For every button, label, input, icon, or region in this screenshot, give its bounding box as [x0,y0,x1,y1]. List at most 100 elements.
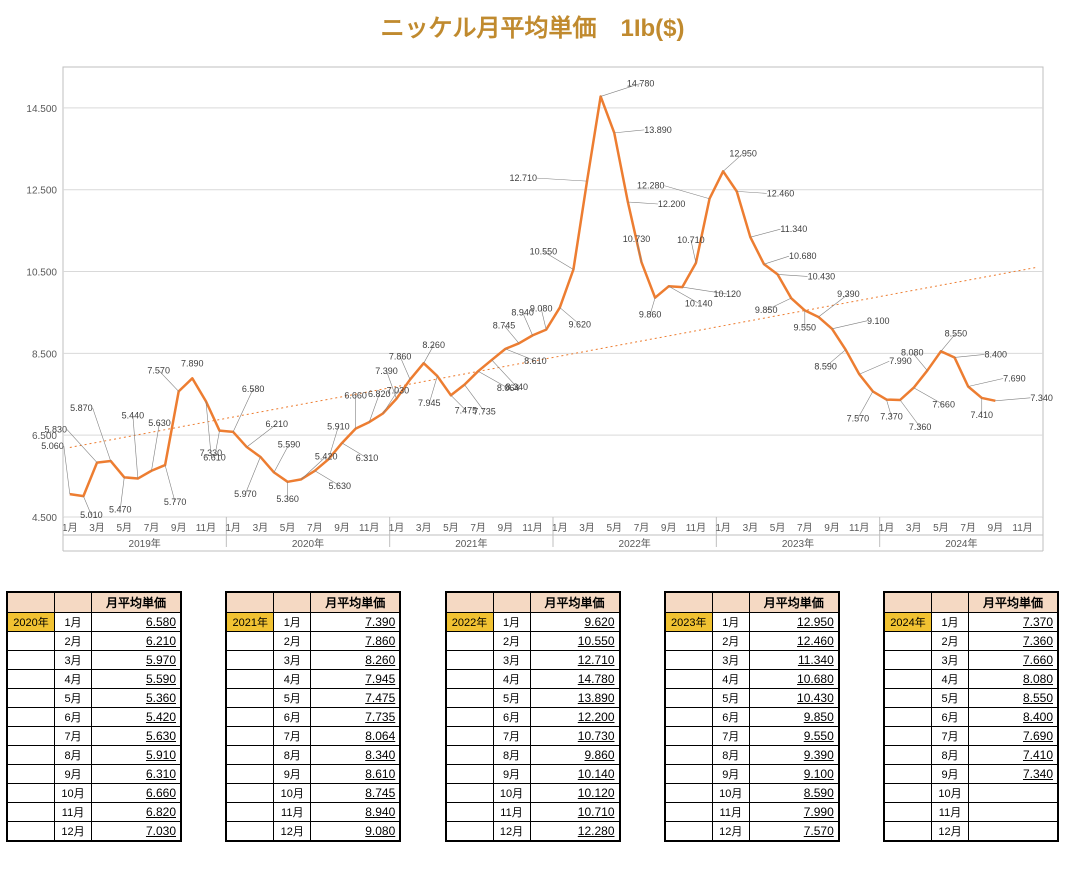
table-row: 6月12.200 [446,708,620,727]
table-row: 11月 [884,803,1058,822]
svg-text:9.860: 9.860 [638,310,661,320]
svg-text:3月: 3月 [579,522,595,534]
svg-text:5月: 5月 [443,522,459,534]
value-cell: 9.080 [311,822,401,842]
svg-text:7月: 7月 [797,522,813,534]
table-row: 7月8.064 [226,727,400,746]
value-cell: 7.660 [969,651,1059,670]
svg-text:5月: 5月 [933,522,949,534]
blank-cell [446,765,494,784]
table-header-label: 月平均単価 [530,592,620,613]
month-cell: 10月 [712,784,749,803]
table-header-blank [7,592,55,613]
value-cell: 7.735 [311,708,401,727]
month-cell: 10月 [932,784,969,803]
svg-text:14.500: 14.500 [26,104,57,115]
table-row: 7月9.550 [665,727,839,746]
month-cell: 2月 [712,632,749,651]
blank-cell [7,784,55,803]
value-cell: 11.340 [749,651,839,670]
blank-cell [446,651,494,670]
svg-text:8.550: 8.550 [944,328,967,338]
svg-text:11月: 11月 [685,522,705,534]
month-cell: 11月 [712,803,749,822]
month-cell: 6月 [55,708,92,727]
svg-text:8.500: 8.500 [31,349,56,360]
svg-text:8.610: 8.610 [524,356,547,366]
month-cell: 11月 [274,803,311,822]
month-cell: 9月 [932,765,969,784]
value-cell: 8.080 [969,670,1059,689]
svg-text:10.500: 10.500 [26,268,57,279]
svg-text:1月: 1月 [62,522,78,534]
value-cell: 12.460 [749,632,839,651]
value-cell: 7.690 [969,727,1059,746]
svg-text:12.460: 12.460 [766,188,794,198]
table-header-label: 月平均単価 [92,592,182,613]
table-header-blank [493,592,530,613]
month-cell: 3月 [274,651,311,670]
table-row: 9月7.340 [884,765,1058,784]
month-cell: 11月 [55,803,92,822]
svg-text:12.200: 12.200 [657,199,685,209]
blank-cell [665,727,713,746]
value-cell: 10.550 [530,632,620,651]
table-row: 4月7.945 [226,670,400,689]
table-row: 8月7.410 [884,746,1058,765]
blank-cell [226,689,274,708]
svg-text:9.390: 9.390 [837,289,860,299]
table-row: 11月10.710 [446,803,620,822]
svg-text:9.080: 9.080 [529,304,552,314]
month-cell: 5月 [55,689,92,708]
table-header-blank [55,592,92,613]
svg-text:7.990: 7.990 [889,356,912,366]
svg-text:10.120: 10.120 [713,289,741,299]
blank-cell [884,689,932,708]
blank-cell [884,803,932,822]
table-row: 4月14.780 [446,670,620,689]
svg-text:5.590: 5.590 [277,439,300,449]
table-row: 6月8.400 [884,708,1058,727]
month-cell: 7月 [55,727,92,746]
table-row: 6月5.420 [7,708,181,727]
svg-text:7.660: 7.660 [932,400,955,410]
month-cell: 7月 [712,727,749,746]
value-cell: 7.990 [749,803,839,822]
table-row: 3月11.340 [665,651,839,670]
value-cell: 14.780 [530,670,620,689]
svg-text:10.140: 10.140 [684,298,712,308]
month-cell: 5月 [932,689,969,708]
blank-cell [7,746,55,765]
table-row: 3月12.710 [446,651,620,670]
blank-cell [446,632,494,651]
month-cell: 8月 [274,746,311,765]
svg-text:5.910: 5.910 [327,421,350,431]
table-row: 2024年1月7.370 [884,613,1058,632]
blank-cell [226,670,274,689]
value-cell: 5.630 [92,727,182,746]
svg-text:10.710: 10.710 [677,235,705,245]
svg-text:3月: 3月 [415,522,431,534]
month-cell: 12月 [932,822,969,842]
svg-text:9月: 9月 [170,522,186,534]
value-cell: 10.680 [749,670,839,689]
svg-text:12.710: 12.710 [509,173,537,183]
value-cell: 6.660 [92,784,182,803]
data-tables-row: 月平均単価2020年1月6.5802月6.2103月5.9704月5.5905月… [0,587,1065,846]
svg-text:7.360: 7.360 [908,422,931,432]
svg-text:6.580: 6.580 [241,384,264,394]
value-cell: 12.710 [530,651,620,670]
svg-text:7月: 7月 [960,522,976,534]
table-header-blank [884,592,932,613]
month-cell: 8月 [932,746,969,765]
month-cell: 3月 [55,651,92,670]
blank-cell [446,670,494,689]
value-cell: 9.620 [530,613,620,632]
month-cell: 5月 [274,689,311,708]
svg-text:7.390: 7.390 [375,366,398,376]
value-cell: 8.064 [311,727,401,746]
svg-text:11月: 11月 [849,522,869,534]
svg-text:7.570: 7.570 [147,365,170,375]
table-header-blank [226,592,274,613]
value-cell [969,784,1059,803]
